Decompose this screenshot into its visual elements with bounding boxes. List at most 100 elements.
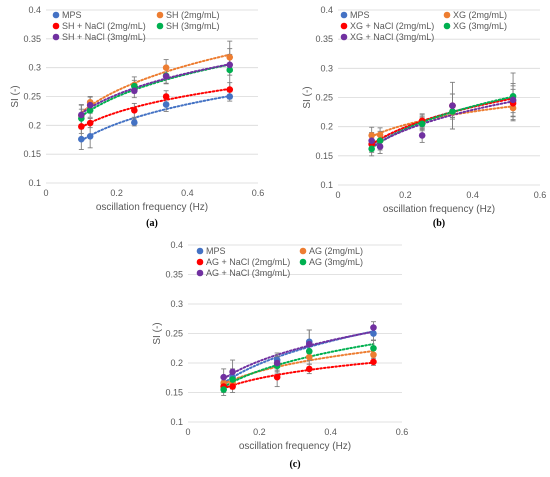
y-tick-label: 0.2 [320,122,333,132]
y-tick-label: 0.25 [23,92,41,102]
legend-marker [340,33,348,41]
data-point [509,96,517,104]
legend-marker [156,11,164,19]
y-tick-label: 0.25 [165,329,183,339]
legend-entry: SH (2mg/mL) [166,10,220,20]
legend-entry: XG + NaCl (3mg/mL) [350,32,434,42]
data-point [305,353,313,361]
legend-entry: AG + NaCl (2mg/mL) [206,257,290,267]
data-point [226,61,234,69]
data-point [131,119,138,126]
legend-marker [52,11,60,19]
legend-entry: AG (3mg/mL) [309,257,363,267]
x-tick-label: 0.4 [324,427,337,437]
x-tick-label: 0 [185,427,190,437]
x-tick-label: 0 [43,188,48,198]
data-point [220,373,227,381]
x-tick-label: 0.2 [253,427,266,437]
data-point [370,324,377,331]
legend-marker [299,247,307,255]
y-tick-label: 0.2 [28,120,41,130]
data-point [305,340,313,348]
data-point [370,330,377,337]
trendline [222,350,375,385]
trendline [222,361,375,390]
y-axis-label: SI (-) [152,322,163,344]
trendline [222,330,375,380]
data-point [162,101,170,108]
legend-marker [196,269,204,277]
data-point [131,107,138,114]
legend-entry: SH + NaCl (3mg/mL) [62,32,146,42]
data-point [305,347,313,355]
legend-marker [52,22,60,30]
panel-label: (a) [146,218,158,229]
legend-entry: XG (2mg/mL) [453,10,507,20]
x-tick-label: 0.6 [252,188,265,198]
x-tick-label: 0.6 [534,190,547,200]
panel-label: (b) [433,218,445,229]
data-point [220,386,227,393]
data-point [368,137,375,144]
data-point [273,373,281,381]
data-point [226,86,234,93]
legend-entry: XG (3mg/mL) [453,21,507,31]
y-tick-label: 0.1 [28,178,41,188]
x-axis-label: oscillation frequency (Hz) [239,441,351,452]
data-point [368,145,375,153]
y-tick-label: 0.3 [170,299,183,309]
y-tick-label: 0.15 [23,149,41,159]
panel-label: (c) [289,459,300,470]
y-tick-label: 0.3 [320,63,333,73]
legend-entry: SH + NaCl (2mg/mL) [62,21,146,31]
trendline [370,95,515,149]
data-point [376,143,384,150]
trendline [80,87,231,129]
x-tick-label: 0.4 [181,188,194,198]
y-tick-label: 0.4 [28,5,41,15]
legend-entry: XG + NaCl (2mg/mL) [350,21,434,31]
legend-marker [299,258,307,266]
data-point [370,351,377,359]
x-axis-label: oscillation frequency (Hz) [383,204,495,215]
legend-entry: MPS [62,10,82,20]
data-point [78,111,85,119]
data-point [78,135,85,143]
data-point [229,376,236,383]
x-tick-label: 0.2 [110,188,123,198]
x-tick-label: 0.6 [396,427,409,437]
data-point [226,93,234,100]
data-point [376,137,384,144]
legend-marker [340,22,348,30]
legend-entry: AG (2mg/mL) [309,246,363,256]
data-point [162,64,170,71]
x-tick-label: 0 [335,190,340,200]
legend-marker [196,258,204,266]
x-tick-label: 0.4 [466,190,479,200]
data-point [226,66,234,74]
y-tick-label: 0.4 [320,5,333,15]
y-tick-label: 0.2 [170,358,183,368]
data-point [78,123,85,130]
data-point [418,120,426,128]
trendline [222,343,375,388]
legend-marker [196,247,204,255]
data-point [376,131,384,139]
y-tick-label: 0.15 [165,388,183,398]
legend-marker [156,22,164,30]
y-tick-label: 0.35 [315,34,333,44]
trendline [80,95,231,142]
legend-marker [340,11,348,19]
legend: MPS AG (2mg/mL) AG + NaCl (2mg/mL) AG (3mg/… [196,246,363,278]
y-tick-label: 0.4 [170,240,183,250]
data-point [368,132,375,139]
x-tick-label: 0.2 [399,190,412,200]
trendline [80,63,231,115]
y-axis-label: SI (-) [10,85,21,107]
data-point [229,383,236,390]
y-axis-label: SI (-) [302,86,313,108]
legend-marker [52,33,60,41]
data-point [229,368,236,376]
chart-panel-3: 0.1 0.15 0.2 0.25 0.3 0.35 0.4 0 0.2 0.4 0.6 oscill… [152,240,408,470]
